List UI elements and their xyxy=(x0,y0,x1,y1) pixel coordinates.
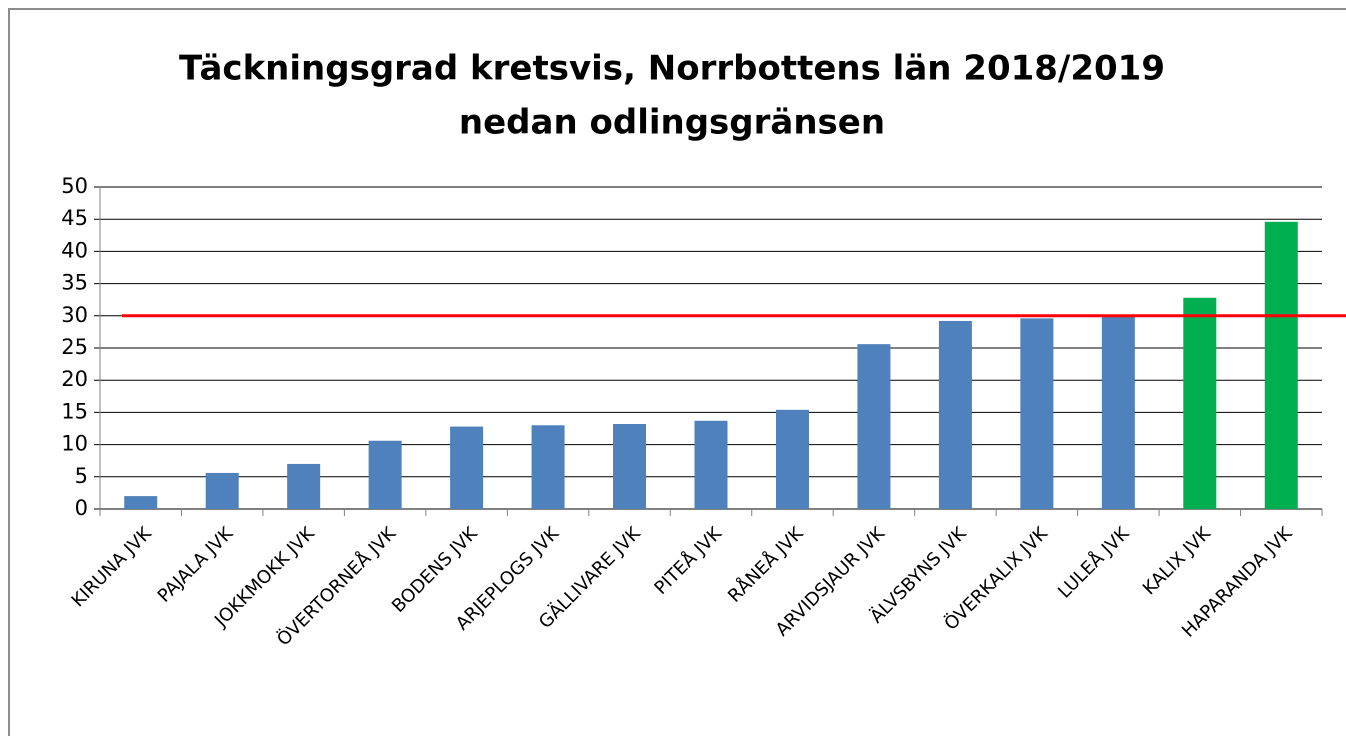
bar xyxy=(450,426,484,509)
y-tick-label: 25 xyxy=(61,335,88,359)
bar xyxy=(775,409,809,509)
y-tick-label: 5 xyxy=(75,464,88,488)
bar xyxy=(1183,297,1217,509)
bar xyxy=(287,463,321,509)
bar xyxy=(205,472,239,509)
bar xyxy=(531,425,565,509)
bar xyxy=(368,440,402,509)
y-tick-label: 20 xyxy=(61,367,88,391)
y-tick-label: 50 xyxy=(61,174,88,198)
bar xyxy=(938,320,972,509)
y-tick-label: 30 xyxy=(61,303,88,327)
bar xyxy=(1101,315,1135,509)
y-tick-label: 40 xyxy=(61,238,88,262)
bar xyxy=(613,423,647,509)
y-tick-label: 45 xyxy=(61,206,88,230)
y-tick-label: 0 xyxy=(75,496,88,520)
bar xyxy=(1020,318,1054,509)
bar xyxy=(124,496,158,509)
y-tick-label: 15 xyxy=(61,399,88,423)
bar xyxy=(694,420,728,509)
y-tick-label: 10 xyxy=(61,432,88,456)
chart-title: Täckningsgrad kretsvis, Norrbottens län … xyxy=(179,49,1165,89)
chart-subtitle: nedan odlingsgränsen xyxy=(459,103,885,143)
bar xyxy=(1264,221,1298,509)
y-tick-label: 35 xyxy=(61,271,88,295)
bar xyxy=(857,344,891,509)
